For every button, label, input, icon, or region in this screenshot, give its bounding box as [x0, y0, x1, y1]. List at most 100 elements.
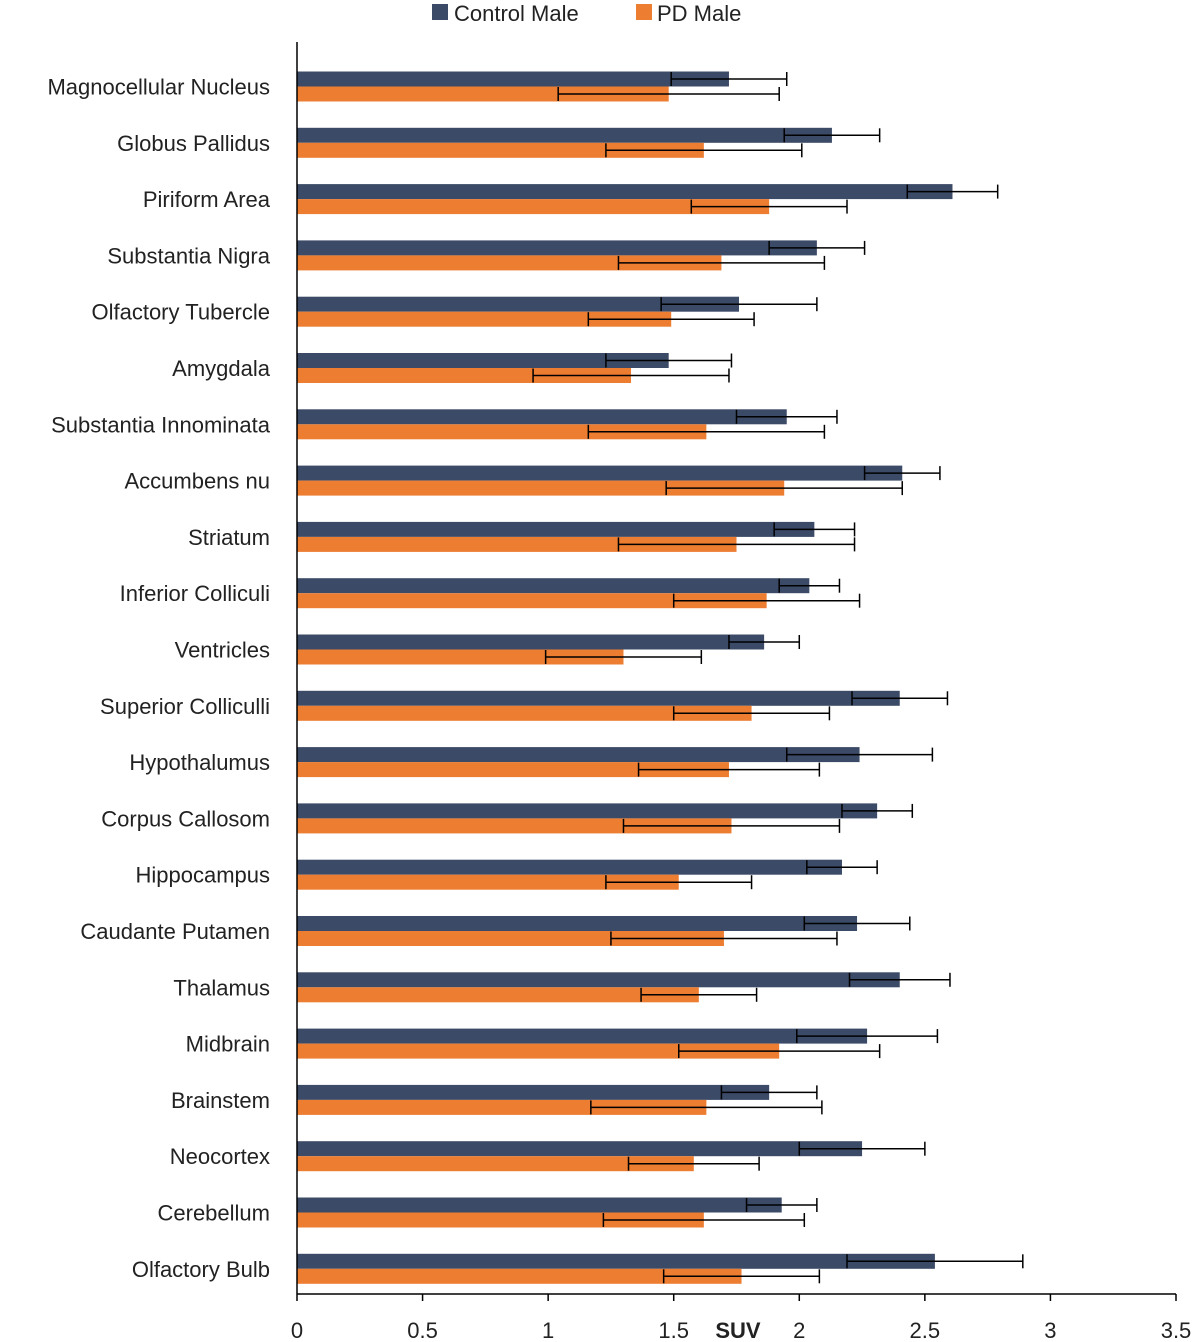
legend-label-control-male: Control Male	[454, 1, 579, 26]
category-label-neocortex: Neocortex	[170, 1144, 270, 1169]
bar-control-male-globus-pallidus	[297, 127, 832, 143]
error-bar-pd-male-olfactory-tubercle	[587, 312, 755, 327]
category-label-cerebellum: Cerebellum	[158, 1201, 271, 1226]
error-bar-control-male-amygdala	[605, 353, 733, 368]
category-label-thalamus: Thalamus	[173, 975, 270, 1000]
error-bar-pd-male-brainstem	[590, 1100, 823, 1115]
bars-layer	[297, 71, 953, 1284]
bar-control-male-olfactory-bulb	[297, 1253, 935, 1269]
bar-control-male-neocortex	[297, 1141, 863, 1157]
category-label-amygdala: Amygdala	[172, 356, 271, 381]
error-bar-pd-male-magnocellular-nucleus	[557, 87, 780, 101]
category-label-striatum: Striatum	[188, 525, 270, 550]
category-label-magnocellular-nucleus: Magnocellular Nucleus	[47, 75, 270, 100]
category-label-olfactory-tubercle: Olfactory Tubercle	[91, 300, 270, 325]
bar-pd-male-midbrain	[297, 1043, 780, 1059]
bar-control-male-cerebellum	[297, 1197, 782, 1213]
bar-pd-male-hippocampus	[297, 874, 679, 890]
category-label-brainstem: Brainstem	[171, 1088, 270, 1113]
bar-pd-male-amygdala	[297, 368, 632, 383]
error-bar-pd-male-corpus-callosom	[622, 818, 841, 833]
legend: Control Male PD Male	[432, 1, 741, 26]
error-bar-control-male-inferior-colliculi	[778, 578, 841, 593]
error-bar-pd-male-hippocampus	[605, 875, 753, 890]
error-bar-pd-male-piriform-area	[690, 199, 848, 214]
bar-pd-male-piriform-area	[297, 199, 770, 215]
category-label-hippocampus: Hippocampus	[135, 863, 270, 888]
error-bar-control-male-piriform-area	[906, 184, 999, 199]
error-bar-control-male-hippocampus	[806, 860, 878, 875]
bar-control-male-ventricles	[297, 634, 765, 650]
error-bar-pd-male-thalamus	[640, 987, 758, 1002]
bar-pd-male-inferior-colliculi	[297, 593, 767, 609]
error-bar-control-male-neocortex	[798, 1141, 926, 1156]
error-bar-control-male-brainstem	[720, 1085, 818, 1100]
legend-swatch-control-male	[432, 4, 448, 20]
error-bar-control-male-globus-pallidus	[783, 128, 881, 143]
error-bar-control-male-olfactory-bulb	[846, 1254, 1024, 1269]
bar-pd-male-substantia-innominata	[297, 424, 707, 440]
error-bar-pd-male-globus-pallidus	[605, 143, 803, 158]
x-tick-label-4: 2	[793, 1318, 805, 1342]
error-bar-pd-male-ventricles	[544, 650, 703, 664]
category-label-superior-colliculli: Superior Colliculli	[100, 694, 270, 719]
bar-pd-male-olfactory-bulb	[297, 1268, 742, 1284]
error-bar-control-male-superior-colliculli	[851, 691, 949, 706]
category-label-caudante-putamen: Caudante Putamen	[80, 919, 270, 944]
error-bar-control-male-striatum	[773, 522, 856, 537]
bar-control-male-hippocampus	[297, 859, 842, 875]
bar-control-male-midbrain	[297, 1028, 868, 1044]
bar-control-male-magnocellular-nucleus	[297, 71, 729, 87]
error-bar-pd-male-cerebellum	[602, 1213, 806, 1227]
bar-control-male-striatum	[297, 521, 815, 537]
x-tick-label-5: 2.5	[910, 1318, 941, 1342]
error-bar-control-male-olfactory-tubercle	[660, 297, 818, 312]
error-bar-pd-male-inferior-colliculi	[672, 593, 861, 608]
error-bar-pd-male-amygdala	[532, 368, 730, 383]
category-label-ventricles: Ventricles	[175, 638, 270, 663]
bar-control-male-accumbens-nu	[297, 465, 903, 481]
category-label-globus-pallidus: Globus Pallidus	[117, 131, 270, 156]
category-label-substantia-nigra: Substantia Nigra	[107, 243, 270, 268]
category-label-olfactory-bulb: Olfactory Bulb	[132, 1257, 270, 1282]
x-tick-label-6: 3	[1044, 1318, 1056, 1342]
bar-pd-male-brainstem	[297, 1099, 707, 1115]
bar-pd-male-superior-colliculli	[297, 705, 752, 721]
x-tick-label-0: 0	[291, 1318, 303, 1342]
bar-control-male-substantia-nigra	[297, 240, 817, 256]
x-tick-label-2: 1	[542, 1318, 554, 1342]
category-label-substantia-innominata: Substantia Innominata	[51, 412, 271, 437]
bar-control-male-caudante-putamen	[297, 916, 858, 931]
bar-pd-male-substantia-nigra	[297, 255, 722, 271]
error-bar-pd-male-superior-colliculli	[672, 706, 831, 721]
x-axis-title: SUV	[715, 1318, 761, 1342]
bar-pd-male-hypothalumus	[297, 762, 729, 778]
error-bar-control-male-corpus-callosom	[841, 803, 914, 818]
error-bar-control-male-hypothalumus	[785, 747, 934, 762]
error-bars-layer	[532, 72, 1024, 1284]
error-bar-control-male-magnocellular-nucleus	[670, 72, 788, 86]
x-axis: 0 0.5 1 1.5 2 2.5 3 3.5	[291, 42, 1191, 1342]
error-bar-pd-male-caudante-putamen	[610, 931, 838, 946]
bar-pd-male-magnocellular-nucleus	[297, 86, 669, 102]
bar-pd-male-globus-pallidus	[297, 142, 704, 158]
error-bar-control-male-accumbens-nu	[863, 466, 941, 481]
bar-pd-male-ventricles	[297, 649, 624, 665]
x-tick-label-1: 0.5	[407, 1318, 438, 1342]
error-bar-pd-male-substantia-innominata	[587, 424, 826, 439]
error-bar-pd-male-neocortex	[627, 1156, 760, 1171]
error-bar-control-male-cerebellum	[745, 1198, 818, 1212]
error-bar-pd-male-striatum	[617, 537, 856, 552]
error-bar-control-male-thalamus	[848, 972, 951, 987]
bar-control-male-amygdala	[297, 353, 669, 368]
bar-pd-male-caudante-putamen	[297, 931, 724, 946]
legend-swatch-pd-male	[636, 4, 652, 20]
x-tick-label-3: 1.5	[658, 1318, 689, 1342]
bar-pd-male-striatum	[297, 536, 737, 552]
bar-control-male-hypothalumus	[297, 747, 860, 763]
bar-pd-male-cerebellum	[297, 1212, 704, 1228]
error-bar-pd-male-substantia-nigra	[617, 255, 826, 270]
error-bar-pd-male-hypothalumus	[637, 762, 821, 777]
bar-pd-male-neocortex	[297, 1156, 694, 1172]
